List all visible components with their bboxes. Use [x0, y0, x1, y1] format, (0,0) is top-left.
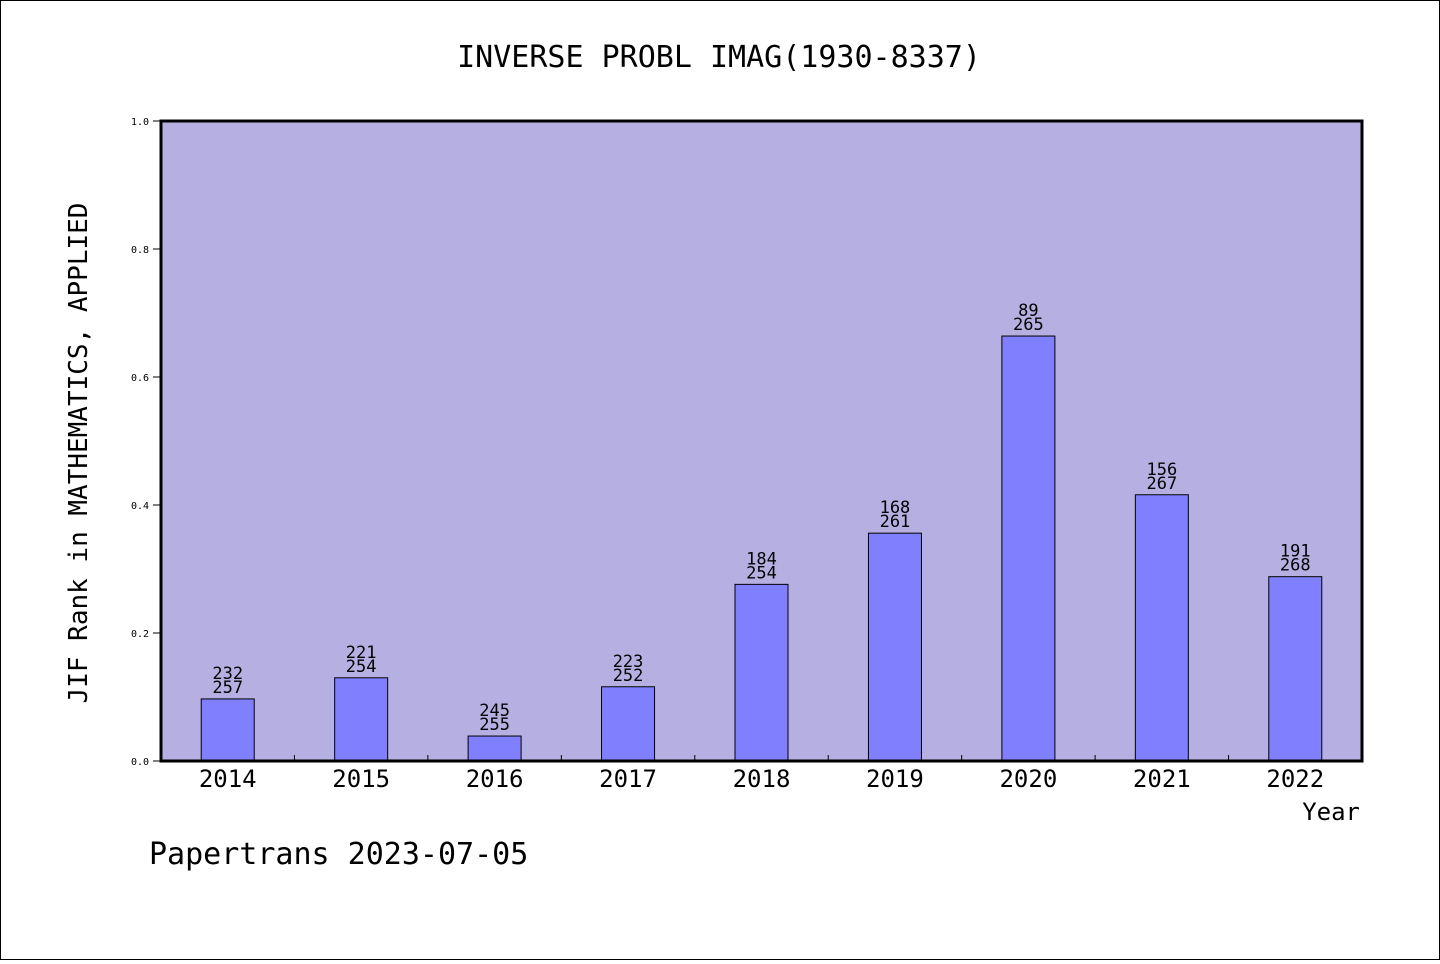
bar-rank-label: 184 — [746, 549, 777, 569]
x-tick-label: 2018 — [733, 765, 791, 793]
bar-total-label: 254 — [346, 657, 377, 677]
bar-rank-label: 232 — [212, 664, 243, 684]
x-axis-label: Year — [1302, 798, 1360, 826]
bar-rank-label: 156 — [1146, 460, 1177, 480]
y-tick-label: 0.8 — [131, 245, 149, 256]
bar-total-label: 254 — [746, 563, 777, 583]
bar — [601, 686, 656, 762]
plot-border — [159, 119, 1364, 763]
bar-total-label: 255 — [479, 715, 510, 735]
y-tick-label: 0.0 — [131, 757, 149, 768]
x-tick-label: 2022 — [1266, 765, 1324, 793]
x-tick-label: 2020 — [999, 765, 1057, 793]
bar-rank-label: 223 — [613, 652, 644, 672]
x-tick-label: 2017 — [599, 765, 657, 793]
x-tick-label: 2014 — [199, 765, 257, 793]
y-axis: 0.0 0.2 0.4 0.6 0.8 1.0 — [131, 117, 161, 768]
bar — [867, 532, 922, 762]
bar-total-label: 268 — [1280, 556, 1311, 576]
footer-credit: Papertrans 2023-07-05 — [149, 837, 528, 872]
x-tick-label: 2021 — [1133, 765, 1191, 793]
bar-rank-label: 168 — [880, 498, 911, 518]
y-axis-label: JIF Rank in MATHEMATICS, APPLIED — [64, 203, 94, 704]
bar-rank-label: 89 — [1018, 301, 1038, 321]
bar-group: 2322572212542452552232521842541682618926… — [200, 301, 1323, 762]
bar-rank-label: 245 — [479, 701, 510, 721]
x-tick-label: 2016 — [466, 765, 524, 793]
y-tick-label: 0.6 — [131, 373, 149, 384]
bar-total-label: 265 — [1013, 315, 1044, 335]
x-tick-label: 2015 — [332, 765, 390, 793]
bar — [1134, 494, 1189, 762]
bar — [334, 677, 389, 762]
y-tick-label: 0.4 — [131, 501, 149, 512]
bar-total-label: 257 — [212, 678, 243, 698]
bar-rank-label: 191 — [1280, 542, 1311, 562]
bar-rank-label: 221 — [346, 643, 377, 663]
bar-total-label: 252 — [613, 666, 644, 686]
y-tick-label: 0.2 — [131, 629, 149, 640]
bar — [734, 583, 789, 762]
y-tick-label: 1.0 — [131, 117, 149, 128]
bar — [467, 735, 522, 762]
x-tick-label: 2019 — [866, 765, 924, 793]
bar-total-label: 261 — [880, 512, 911, 532]
bar — [1001, 335, 1056, 762]
bar — [200, 698, 255, 762]
bar — [1268, 576, 1323, 762]
chart-title: INVERSE PROBL IMAG(1930-8337) — [457, 40, 981, 75]
x-axis: 2014 2015 2016 2017 2018 2019 2020 2021 2022 — [199, 755, 1324, 793]
bar-total-label: 267 — [1146, 474, 1177, 494]
